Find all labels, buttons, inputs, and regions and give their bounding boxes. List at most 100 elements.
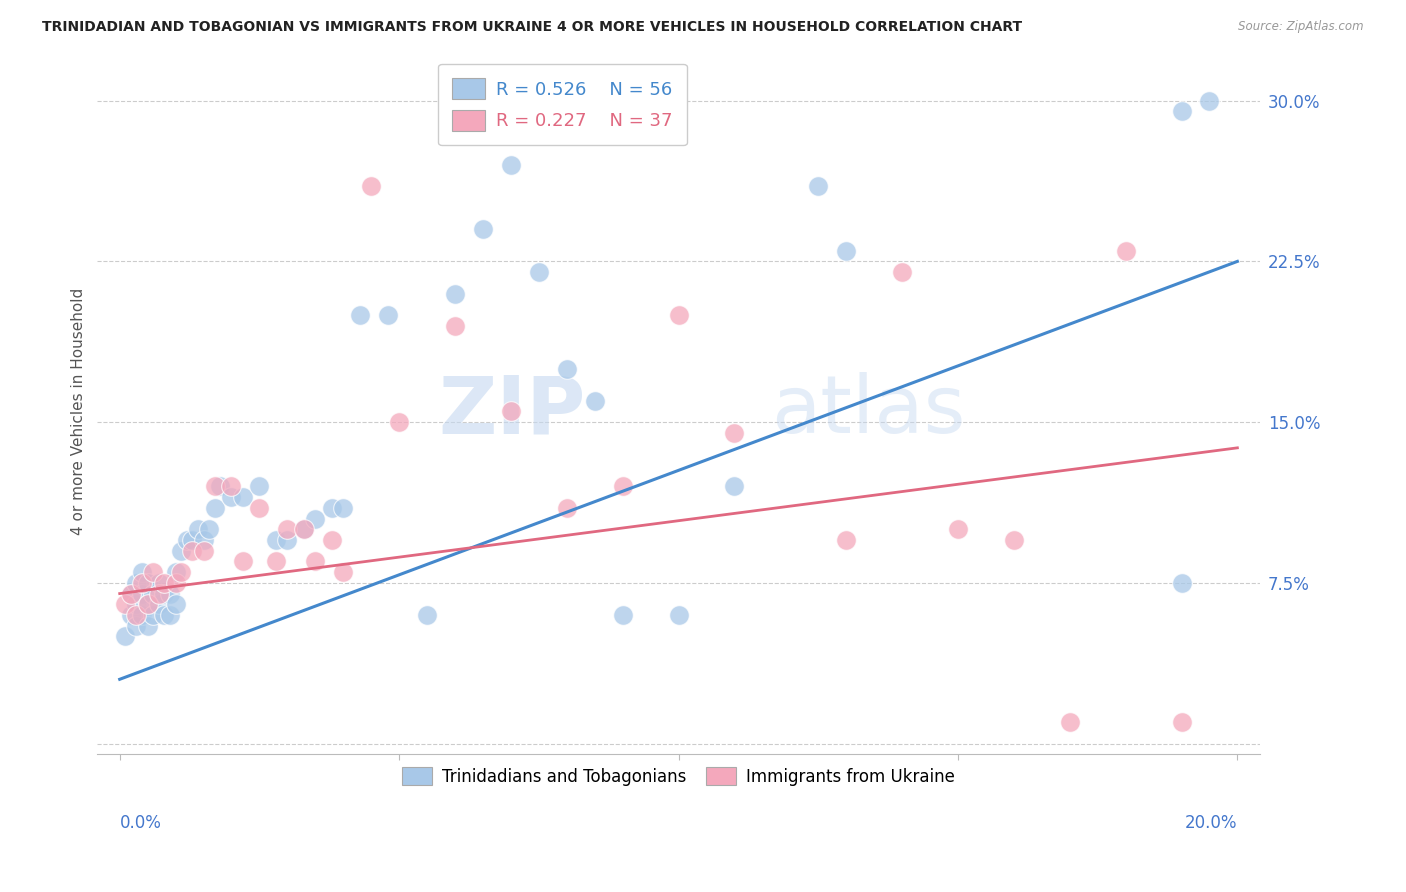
Point [668,607,690,622]
Point [1170,715,1192,730]
Point [204,500,226,515]
Point [120,586,142,600]
Point [120,586,142,600]
Text: Source: ZipAtlas.com: Source: ZipAtlas.com [1239,20,1364,33]
Point [723,479,745,493]
Point [264,533,287,547]
Point [148,597,170,611]
Point [583,393,606,408]
Point [723,425,745,440]
Text: TRINIDADIAN AND TOBAGONIAN VS IMMIGRANTS FROM UKRAINE 4 OR MORE VEHICLES IN HOUS: TRINIDADIAN AND TOBAGONIAN VS IMMIGRANTS… [42,20,1022,34]
Point [181,543,204,558]
Point [181,533,204,547]
Point [114,629,136,643]
Point [276,522,298,536]
Point [114,597,136,611]
Point [221,479,243,493]
Point [165,565,187,579]
Point [1059,715,1081,730]
Point [131,586,153,600]
Point [276,533,298,547]
Point [142,607,165,622]
Point [499,158,522,172]
Point [1170,575,1192,590]
Legend: Trinidadians and Tobagonians, Immigrants from Ukraine: Trinidadians and Tobagonians, Immigrants… [394,759,963,794]
Y-axis label: 4 or more Vehicles in Household: 4 or more Vehicles in Household [72,288,86,535]
Point [612,607,634,622]
Point [612,479,634,493]
Point [499,404,522,418]
Point [377,308,399,322]
Point [159,607,181,622]
Point [444,286,467,301]
Point [946,522,969,536]
Point [159,586,181,600]
Point [232,490,254,504]
Point [1170,104,1192,119]
Point [193,543,215,558]
Point [221,490,243,504]
Point [125,597,148,611]
Point [1115,244,1137,258]
Point [527,265,550,279]
Point [131,575,153,590]
Point [321,533,343,547]
Point [148,575,170,590]
Point [444,318,467,333]
Point [891,265,914,279]
Point [835,244,858,258]
Point [321,500,343,515]
Point [148,586,170,600]
Point [170,565,193,579]
Point [249,479,271,493]
Point [332,500,354,515]
Point [153,607,176,622]
Point [125,607,148,622]
Point [120,607,142,622]
Point [153,575,176,590]
Point [292,522,315,536]
Point [1198,94,1220,108]
Point [835,533,858,547]
Point [136,597,159,611]
Point [304,511,326,525]
Point [142,565,165,579]
Point [555,361,578,376]
Point [209,479,232,493]
Point [165,597,187,611]
Point [349,308,371,322]
Point [187,522,209,536]
Text: 20.0%: 20.0% [1185,814,1237,832]
Point [292,522,315,536]
Text: 0.0%: 0.0% [120,814,162,832]
Point [136,597,159,611]
Point [153,586,176,600]
Point [193,533,215,547]
Point [142,586,165,600]
Point [304,554,326,568]
Point [198,522,221,536]
Point [170,543,193,558]
Point [360,179,382,194]
Point [125,575,148,590]
Point [232,554,254,568]
Point [125,618,148,632]
Point [176,533,198,547]
Point [165,575,187,590]
Point [204,479,226,493]
Point [136,575,159,590]
Point [388,415,411,429]
Point [249,500,271,515]
Point [136,618,159,632]
Point [332,565,354,579]
Point [471,222,494,236]
Point [807,179,830,194]
Point [131,607,153,622]
Text: atlas: atlas [772,373,966,450]
Point [131,565,153,579]
Point [264,554,287,568]
Point [668,308,690,322]
Point [555,500,578,515]
Text: ZIP: ZIP [439,373,585,450]
Point [1002,533,1025,547]
